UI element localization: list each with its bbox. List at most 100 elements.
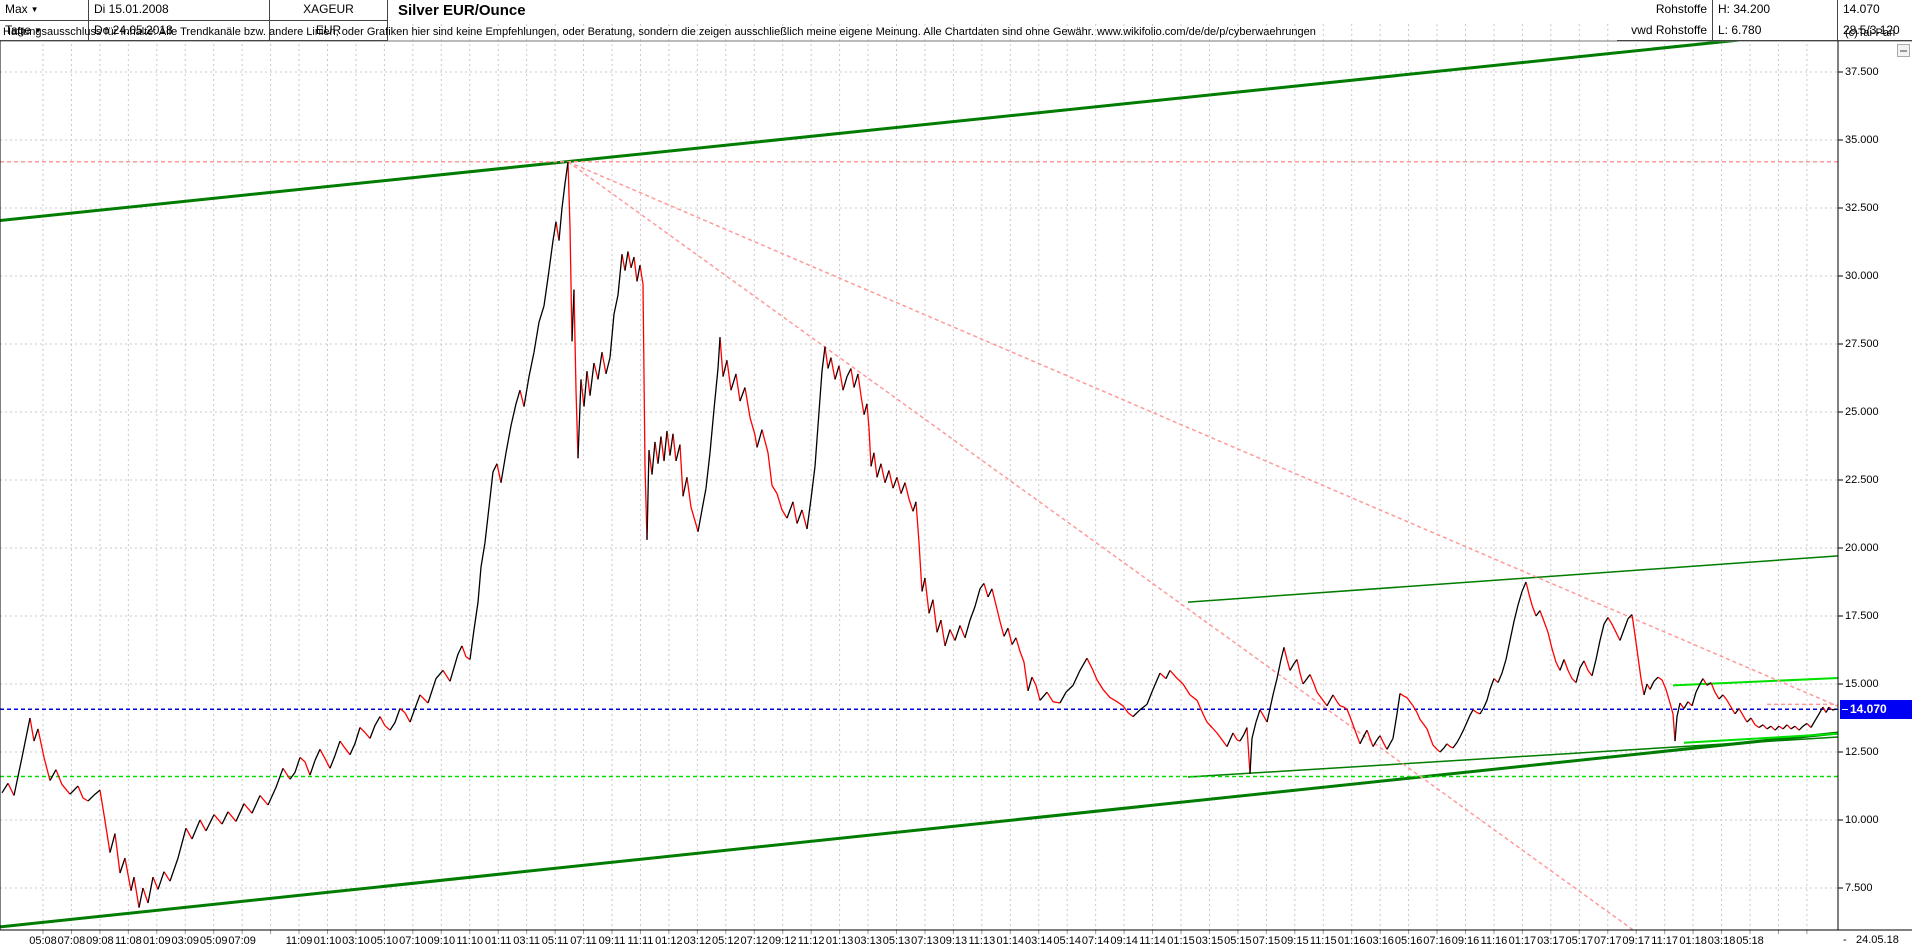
data-feed-label: vwd Rohstoffe	[1617, 21, 1713, 41]
trendline-short-support[interactable]	[1683, 732, 1839, 744]
x-axis-tick-label: 11:08	[114, 935, 142, 947]
chevron-down-icon: ▼	[30, 5, 39, 14]
x-axis-tick-label: 05:13	[882, 935, 911, 947]
x-axis-tick-label: 05:08	[29, 935, 57, 947]
x-axis-tick-label: 05:15	[1224, 935, 1252, 947]
axis-end-date: 24.05.18	[1856, 934, 1899, 946]
x-axis-tick-label: 03:10	[342, 935, 370, 947]
x-axis-tick-label: 07:13	[911, 935, 939, 947]
x-axis-tick-label: 03:13	[854, 935, 882, 947]
x-axis-tick-label: 11:12	[797, 935, 825, 947]
x-axis-tick-label: 01:10	[313, 935, 342, 947]
y-axis-tick-label: 35.000	[1845, 134, 1879, 146]
price-line-down-segments	[7, 161, 1833, 908]
trendline-upper-channel[interactable]	[0, 28, 1841, 223]
x-axis-tick-label: 11:17	[1651, 935, 1678, 947]
x-axis-tick-label: 03:18	[1707, 935, 1736, 947]
x-axis-tick-label: 01:18	[1679, 935, 1707, 947]
range-dropdown[interactable]: Max ▼	[0, 0, 89, 21]
x-axis-tick-label: 05:14	[1053, 935, 1081, 947]
y-axis-tick-label: 25.000	[1845, 406, 1879, 418]
x-axis-tick-label: 09:14	[1110, 935, 1138, 947]
x-axis-tick-label: 01:11	[484, 935, 512, 947]
collapse-panel-button[interactable]	[1897, 44, 1910, 57]
x-axis-tick-label: 03:17	[1537, 935, 1565, 947]
trendline-fan-line-upper[interactable]	[567, 161, 1839, 707]
x-axis-tick-label: 03:14	[1024, 935, 1053, 947]
x-axis-tick-label: 11:11	[627, 935, 654, 947]
x-axis-tick-label: 01:17	[1508, 935, 1537, 947]
date-to-field[interactable]: Do 24.05.2018	[89, 21, 270, 41]
x-axis-tick-label: 09:08	[86, 935, 114, 947]
high-value: H: 34.200	[1713, 0, 1838, 21]
x-axis-tick-label: 01:12	[655, 935, 683, 947]
x-axis-tick-label: 09:15	[1281, 935, 1309, 947]
y-axis-tick-label: 22.500	[1845, 474, 1879, 486]
trendline-inner-support[interactable]	[1187, 736, 1839, 778]
y-axis-tick-label: 15.000	[1845, 678, 1879, 690]
y-axis-tick-label: 32.500	[1845, 202, 1879, 214]
y-axis-tick-label: 7.500	[1845, 882, 1873, 894]
currency-label: EUR	[270, 21, 388, 41]
y-axis-tick-label: 30.000	[1845, 270, 1879, 282]
page-title: Silver EUR/Ounce	[398, 2, 1608, 24]
copyright-label: (c)Tai-Pan	[1845, 27, 1896, 39]
x-axis-tick-label: 05:12	[712, 935, 740, 947]
period-dropdown[interactable]: Tage ▼	[0, 21, 89, 41]
x-axis-tick-label: 11:14	[1139, 935, 1166, 947]
x-axis-tick-label: 05:18	[1736, 935, 1764, 947]
period-dropdown-label: Tage	[5, 23, 32, 37]
x-axis-tick-label: 05:16	[1394, 935, 1423, 947]
x-axis-tick-label: 07:09	[228, 935, 256, 947]
x-axis-tick-label: 11:16	[1480, 935, 1508, 947]
x-axis-tick-label: 05:11	[541, 935, 569, 947]
last-price-value: 14.070	[1838, 0, 1912, 21]
last-price-badge: 14.070	[1840, 700, 1912, 720]
trendline-fan-line-lower[interactable]	[567, 161, 1634, 931]
misc-value: 28.5/3.120	[1838, 21, 1912, 41]
x-axis-tick-label: 05:10	[370, 935, 399, 947]
x-axis-tick-label: 07:14	[1081, 935, 1110, 947]
y-axis-tick-label: 17.500	[1845, 610, 1879, 622]
x-axis-tick-label: 11:10	[456, 935, 484, 947]
low-value: L: 6.780	[1713, 21, 1838, 41]
x-axis-tick-label: 09:17	[1622, 935, 1650, 947]
x-axis-tick-label: 03:16	[1366, 935, 1394, 947]
x-axis-tick-label: 07:08	[57, 935, 86, 947]
x-axis-tick-label: 09:16	[1451, 935, 1480, 947]
x-axis-tick-label: 11:09	[285, 935, 313, 947]
price-badge-tick	[1842, 709, 1848, 711]
y-axis-tick-label: 20.000	[1845, 542, 1879, 554]
x-axis-tick-label: 07:17	[1593, 935, 1622, 947]
x-axis-tick-label: 03:12	[683, 935, 712, 947]
market-group-label: Rohstoffe	[1617, 0, 1713, 21]
x-axis-tick-label: 01:13	[825, 935, 854, 947]
trendline-mid-resistance[interactable]	[1187, 555, 1839, 603]
price-line-up-segments	[1, 161, 1837, 908]
disclaimer-text: Haftungsausschluss für Inhalte: Alle Tre…	[3, 26, 1316, 38]
x-axis-tick-label: 11:13	[968, 935, 996, 947]
y-axis-tick-label: 37.500	[1845, 66, 1879, 78]
x-axis-tick-label: 03:09	[171, 935, 200, 947]
range-dropdown-label: Max	[5, 2, 28, 16]
date-from-field[interactable]: Di 15.01.2008	[89, 0, 270, 21]
x-axis-tick-label: 01:15	[1167, 935, 1195, 947]
x-axis-tick-label: 05:17	[1565, 935, 1594, 947]
trendline-lower-channel[interactable]	[0, 731, 1839, 929]
x-axis-tick-label: 01:16	[1337, 935, 1366, 947]
x-axis-tick-label: 07:16	[1423, 935, 1451, 947]
x-axis-tick-label: 09:12	[768, 935, 797, 947]
chevron-down-icon: ▼	[34, 26, 42, 35]
x-axis-tick-label: 05:09	[199, 935, 228, 947]
x-axis-tick-label: 07:11	[570, 935, 597, 947]
y-axis-tick-label: 12.500	[1845, 746, 1879, 758]
x-axis-tick-label: 09:13	[939, 935, 968, 947]
x-axis-tick-label: 07:15	[1252, 935, 1281, 947]
symbol-field[interactable]: XAGEUR	[270, 0, 388, 21]
y-axis-tick-label: 27.500	[1845, 338, 1879, 350]
x-axis-tick-label: 07:10	[399, 935, 427, 947]
x-axis-tick-label: 03:15	[1195, 935, 1224, 947]
x-axis-tick-label: 01:09	[143, 935, 171, 947]
